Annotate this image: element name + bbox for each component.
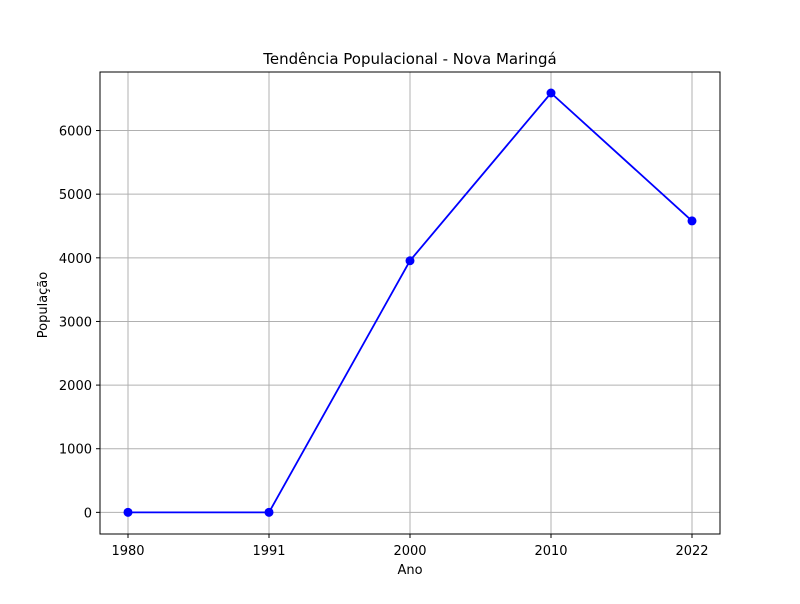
x-tick-label: 1991 [252,544,285,559]
series-layer [123,88,697,517]
y-tick-label: 0 [84,506,92,521]
y-tick-label: 5000 [59,188,92,203]
y-tick-label: 2000 [59,379,92,394]
data-point [123,507,133,517]
x-tick-label: 2000 [393,544,426,559]
y-axis-ticks: 0 1000 2000 3000 4000 5000 6000 [59,125,100,521]
chart-title: Tendência Populacional - Nova Maringá [262,50,556,68]
data-point [264,507,274,517]
data-point [687,216,697,226]
y-tick-label: 3000 [59,315,92,330]
y-tick-label: 1000 [59,443,92,458]
x-axis-label: Ano [397,563,422,578]
x-tick-label: 1980 [111,544,144,559]
y-tick-label: 4000 [59,252,92,267]
data-point [546,88,556,98]
x-tick-label: 2022 [675,544,708,559]
y-axis-label: População [36,272,51,339]
y-tick-label: 6000 [59,125,92,140]
data-point [405,256,415,266]
x-tick-label: 2010 [534,544,567,559]
x-axis-ticks: 1980 1991 2000 2010 2022 [111,534,709,559]
